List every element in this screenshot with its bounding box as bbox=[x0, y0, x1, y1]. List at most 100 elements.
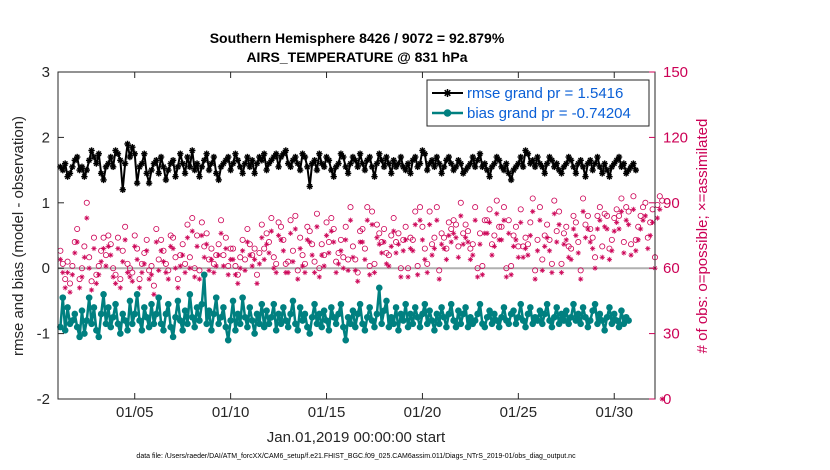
obs-assimilated-point-d2 bbox=[437, 276, 442, 282]
rmse-point bbox=[133, 179, 141, 187]
obs-assimilated-point-d2 bbox=[329, 229, 334, 234]
rmse-point-d2 bbox=[189, 147, 196, 154]
obs-assimilated-point-d2 bbox=[506, 231, 511, 236]
obs-assimilated-point bbox=[362, 256, 368, 263]
obs-assimilated-point-d2 bbox=[453, 235, 459, 240]
obs-assimilated-point bbox=[297, 245, 303, 252]
bias-point bbox=[558, 310, 565, 318]
bias-point bbox=[71, 310, 79, 318]
bias-point bbox=[136, 317, 143, 324]
obs-possible-point bbox=[78, 265, 85, 272]
obs-assimilated-point bbox=[429, 252, 435, 258]
bias-point bbox=[222, 323, 230, 331]
bias-point bbox=[234, 310, 242, 318]
obs-possible-point bbox=[417, 204, 424, 211]
obs-assimilated-point bbox=[156, 267, 162, 273]
bias-point bbox=[64, 304, 71, 311]
bias-point bbox=[534, 317, 541, 324]
rmse-point-d2 bbox=[599, 170, 605, 177]
obs-assimilated-point bbox=[573, 232, 579, 239]
rmse-point bbox=[138, 160, 146, 167]
rmse-point bbox=[59, 166, 66, 174]
obs-assimilated-point bbox=[254, 280, 260, 287]
rmse-point-d2 bbox=[311, 157, 318, 164]
obs-possible-point bbox=[345, 256, 352, 263]
obs-possible-point bbox=[596, 204, 603, 211]
bias-point bbox=[153, 310, 160, 318]
rmse-point bbox=[141, 150, 148, 157]
obs-assimilated-point-d2 bbox=[434, 218, 439, 223]
legend-bias-dot-icon bbox=[443, 109, 452, 117]
obs-assimilated-point-d2 bbox=[561, 242, 566, 247]
obs-assimilated-point bbox=[532, 276, 538, 282]
rmse-point-d2 bbox=[158, 154, 164, 160]
obs-possible-point bbox=[313, 210, 320, 217]
bias-point bbox=[160, 327, 167, 334]
obs-possible-point bbox=[289, 247, 296, 254]
obs-assimilated-point bbox=[105, 243, 111, 249]
obs-assimilated-point bbox=[79, 274, 85, 280]
rmse-point-d2 bbox=[139, 160, 145, 167]
obs-assimilated-point-d2 bbox=[552, 211, 557, 216]
obs-assimilated-point bbox=[93, 280, 99, 287]
obs-assimilated-point-d2 bbox=[302, 270, 308, 275]
obs-assimilated-point bbox=[144, 248, 150, 254]
bias-point bbox=[138, 327, 146, 334]
obs-possible-point bbox=[433, 204, 440, 211]
bias-point bbox=[241, 313, 249, 321]
obs-assimilated-point-d2 bbox=[96, 272, 101, 277]
rmse-point bbox=[306, 183, 313, 190]
rmse-point-d2 bbox=[570, 164, 577, 170]
obs-assimilated-point bbox=[273, 269, 279, 276]
obs-assimilated-point-d2 bbox=[77, 285, 82, 290]
x-tick-label: 01/20 bbox=[404, 404, 442, 421]
rmse-point-d2 bbox=[81, 173, 88, 180]
bias-point bbox=[361, 327, 369, 334]
bias-point bbox=[586, 317, 594, 324]
obs-possible-point bbox=[292, 212, 299, 219]
obs-assimilated-point-d2 bbox=[336, 261, 341, 266]
bias-point bbox=[78, 307, 86, 315]
obs-assimilated-point bbox=[194, 243, 200, 249]
obs-assimilated-point bbox=[381, 239, 387, 245]
obs-assimilated-point bbox=[311, 269, 318, 276]
obs-assimilated-point-d2 bbox=[175, 285, 180, 290]
bias-point bbox=[239, 294, 246, 301]
obs-assimilated-point-d2 bbox=[657, 207, 662, 212]
rmse-point-d2 bbox=[597, 164, 603, 170]
obs-possible-point bbox=[448, 225, 455, 232]
rmse-point bbox=[577, 157, 584, 164]
rmse-point-d2 bbox=[539, 164, 546, 170]
y-tick-right-label: 30 bbox=[663, 326, 680, 343]
obs-assimilated-point bbox=[486, 219, 493, 226]
obs-assimilated-point bbox=[199, 232, 205, 239]
rmse-point-d2 bbox=[247, 164, 253, 170]
rmse-point bbox=[174, 163, 182, 171]
bias-point bbox=[148, 300, 155, 308]
obs-assimilated-point-d2 bbox=[108, 253, 113, 258]
rmse-point bbox=[85, 157, 93, 164]
obs-possible-point bbox=[522, 234, 529, 241]
obs-assimilated-point-d2 bbox=[369, 222, 375, 227]
rmse-point bbox=[109, 163, 117, 171]
bias-point bbox=[596, 310, 604, 318]
obs-assimilated-point-d2 bbox=[549, 270, 555, 275]
bias-point bbox=[287, 310, 294, 318]
obs-assimilated-point bbox=[285, 269, 291, 276]
rmse-point bbox=[440, 163, 448, 171]
y-tick-label: 3 bbox=[42, 64, 50, 81]
obs-possible-point bbox=[186, 254, 193, 261]
obs-possible-point bbox=[527, 219, 534, 226]
rmse-point bbox=[424, 166, 431, 174]
rmse-point-d2 bbox=[208, 160, 215, 167]
bias-point bbox=[608, 320, 616, 328]
obs-assimilated-point-d2 bbox=[417, 218, 423, 223]
rmse-point-d2 bbox=[506, 170, 512, 177]
bias-point bbox=[83, 317, 91, 324]
bias-point bbox=[443, 323, 450, 331]
obs-assimilated-point-d2 bbox=[542, 244, 547, 249]
rmse-point-d2 bbox=[318, 160, 325, 167]
rmse-point-d2 bbox=[630, 160, 637, 167]
rmse-point bbox=[344, 170, 352, 177]
bias-point bbox=[510, 307, 517, 315]
